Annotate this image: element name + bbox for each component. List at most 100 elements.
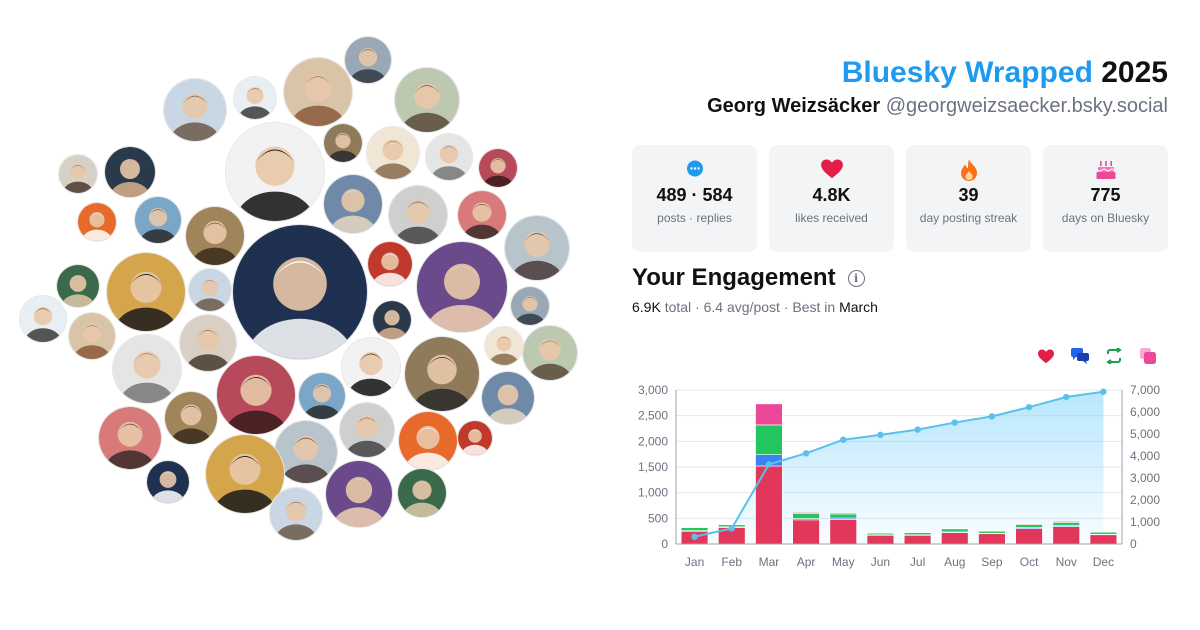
y-tick-left: 2,500	[638, 409, 668, 423]
avatar[interactable]	[366, 126, 420, 180]
bar-segment-reposts	[903, 532, 932, 536]
heart-icon[interactable]	[1036, 346, 1056, 366]
avatar[interactable]	[68, 312, 116, 360]
avatar[interactable]	[481, 371, 535, 425]
avatar[interactable]	[457, 420, 493, 456]
x-tick-label: Jun	[871, 555, 890, 569]
avatar[interactable]	[398, 411, 458, 471]
bar-segment-reposts	[1015, 524, 1043, 528]
avatar[interactable]	[205, 434, 285, 514]
x-tick-label: Nov	[1056, 555, 1077, 569]
avatar[interactable]	[134, 196, 182, 244]
y-tick-left: 1,500	[638, 460, 668, 474]
repost-icon[interactable]	[1104, 346, 1124, 366]
avatar[interactable]	[164, 391, 218, 445]
avatar[interactable]	[274, 420, 338, 484]
x-tick-label: Aug	[944, 555, 965, 569]
stat-label-streak: day posting streak	[919, 211, 1018, 225]
avatar[interactable]	[325, 460, 393, 528]
info-icon[interactable]: i	[847, 269, 865, 287]
avatar[interactable]	[233, 76, 277, 120]
quote-icon[interactable]	[1138, 346, 1158, 366]
y-tick-right: 5,000	[1130, 427, 1160, 441]
profile-line: Georg Weizsäcker @georgweizsaecker.bsky.…	[707, 95, 1168, 118]
x-tick-label: Oct	[1020, 555, 1039, 569]
avatar[interactable]	[56, 264, 100, 308]
cumulative-point	[765, 461, 773, 468]
avatar[interactable]	[341, 337, 401, 397]
avatar[interactable]	[425, 133, 473, 181]
x-tick-label: Sep	[981, 555, 1003, 569]
avatar[interactable]	[298, 372, 346, 420]
avatar[interactable]	[163, 78, 227, 142]
avatar[interactable]	[104, 146, 156, 198]
avatar[interactable]	[323, 123, 363, 163]
avatar[interactable]	[339, 402, 395, 458]
bar-segment-reposts	[680, 527, 709, 531]
bar-segment-quotes	[941, 528, 969, 530]
avatar[interactable]	[179, 314, 237, 372]
flame-icon	[906, 159, 1031, 181]
avatar[interactable]	[344, 36, 392, 84]
bar-segment-reposts	[1052, 522, 1080, 526]
brand-title: Bluesky Wrapped	[841, 56, 1093, 89]
avatar[interactable]	[58, 154, 98, 194]
x-tick-label: Apr	[797, 555, 816, 569]
bar-segment-likes	[829, 519, 857, 545]
avatar[interactable]	[112, 334, 182, 404]
cumulative-point	[914, 426, 921, 433]
avatar[interactable]	[269, 487, 323, 541]
avatar[interactable]	[394, 67, 460, 133]
engagement-total-label: total	[664, 299, 692, 315]
avatar[interactable]	[416, 241, 508, 333]
x-tick-label: Feb	[721, 555, 742, 569]
avatar[interactable]	[188, 268, 232, 312]
bar-segment-likes	[903, 534, 932, 545]
bar-segment-reposts	[1089, 531, 1118, 535]
stat-value-likes: 4.8K	[812, 185, 851, 205]
x-tick-label: Mar	[759, 555, 780, 569]
heart-icon	[769, 159, 894, 181]
avatar[interactable]	[185, 206, 245, 266]
bar-segment-likes	[792, 519, 820, 545]
engagement-avg: 6.4 avg/post	[703, 299, 780, 315]
avatar[interactable]	[457, 190, 507, 240]
y-tick-right: 4,000	[1130, 449, 1160, 463]
avatar[interactable]	[106, 252, 186, 332]
avatar[interactable]	[510, 286, 550, 326]
cumulative-point	[1025, 403, 1033, 411]
y-tick-right: 2,000	[1130, 493, 1160, 507]
profile-name: Georg Weizsäcker	[707, 95, 881, 117]
avatar[interactable]	[372, 300, 412, 340]
avatar[interactable]	[146, 460, 190, 504]
reply-icon[interactable]	[1070, 346, 1090, 366]
avatar[interactable]	[323, 174, 383, 234]
avatar[interactable]	[484, 326, 524, 366]
chart-legend	[1036, 346, 1158, 366]
cumulative-point	[728, 525, 735, 532]
engagement-title: Your Engagement	[632, 264, 836, 291]
avatar[interactable]	[225, 122, 325, 222]
avatar[interactable]	[504, 215, 570, 281]
y-tick-left: 2,000	[638, 434, 668, 448]
avatar[interactable]	[232, 224, 368, 360]
avatar[interactable]	[77, 202, 117, 242]
avatar[interactable]	[478, 148, 518, 188]
bar-segment-reposts	[755, 424, 783, 455]
avatar[interactable]	[216, 355, 296, 435]
page-title: Bluesky Wrapped 2025	[842, 56, 1168, 90]
avatar[interactable]	[522, 325, 578, 381]
x-tick-label: Jul	[910, 555, 925, 569]
avatar[interactable]	[283, 57, 353, 127]
avatar[interactable]	[367, 241, 413, 287]
avatar[interactable]	[404, 336, 480, 412]
stat-value-days: 775	[1090, 185, 1121, 205]
avatar[interactable]	[388, 185, 448, 245]
avatar[interactable]	[98, 406, 162, 470]
avatar[interactable]	[19, 295, 67, 343]
cumulative-area	[694, 391, 1104, 544]
chat-bubble-icon	[632, 159, 757, 181]
bar-segment-quotes	[1015, 523, 1043, 525]
y-tick-left: 1,000	[638, 486, 668, 500]
avatar[interactable]	[397, 468, 447, 518]
